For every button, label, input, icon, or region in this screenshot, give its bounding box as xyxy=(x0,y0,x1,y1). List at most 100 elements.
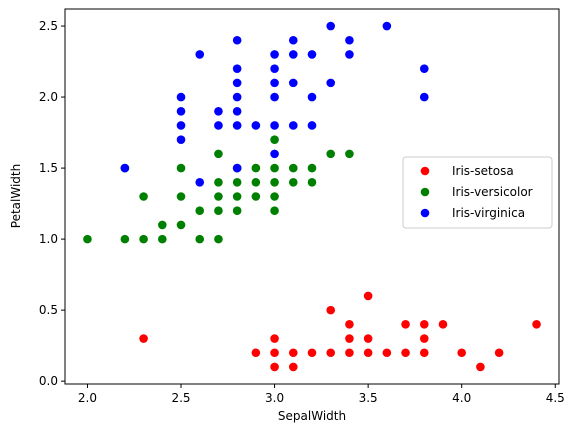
data-point xyxy=(307,50,317,59)
data-point xyxy=(401,320,410,329)
data-point xyxy=(307,348,317,358)
data-point xyxy=(158,234,167,244)
legend-marker xyxy=(420,208,430,218)
data-point xyxy=(345,348,354,358)
data-point xyxy=(419,320,429,329)
data-point xyxy=(270,92,279,102)
data-point xyxy=(288,348,298,358)
data-point xyxy=(494,348,504,358)
x-tick-label: 3.0 xyxy=(265,391,284,405)
data-point xyxy=(270,334,279,343)
data-point xyxy=(195,50,205,59)
data-point xyxy=(270,177,279,187)
data-point xyxy=(270,135,279,144)
x-tick-label: 3.5 xyxy=(359,391,378,405)
data-point xyxy=(345,334,354,343)
legend-marker xyxy=(420,187,430,197)
data-point xyxy=(270,50,279,59)
data-point xyxy=(288,50,298,59)
data-point xyxy=(382,21,392,31)
plot-frame xyxy=(64,8,560,385)
data-point xyxy=(382,348,392,358)
data-point xyxy=(232,35,242,45)
data-point xyxy=(270,121,279,130)
data-point xyxy=(120,163,130,173)
data-point xyxy=(326,21,336,31)
data-point xyxy=(214,206,223,216)
data-point xyxy=(307,121,317,130)
data-point xyxy=(476,362,485,372)
y-tick-label: 1.5 xyxy=(39,161,58,175)
data-point xyxy=(419,64,429,73)
data-point xyxy=(176,106,186,116)
legend: Iris-setosa Iris-versicolor Iris-virginica xyxy=(402,156,553,229)
data-point xyxy=(419,348,429,358)
legend-box xyxy=(402,156,553,229)
y-axis: 0.0 0.5 1.0 1.5 2.0 2.5 xyxy=(39,19,65,388)
data-point xyxy=(345,320,354,329)
data-point xyxy=(345,50,354,59)
data-point xyxy=(326,78,336,88)
y-tick-label: 2.5 xyxy=(39,19,58,33)
data-point xyxy=(195,177,205,187)
data-point xyxy=(232,78,242,88)
x-axis: 2.0 2.5 3.0 3.5 4.0 4.5 xyxy=(78,384,565,405)
x-tick-label: 2.0 xyxy=(78,391,97,405)
data-point xyxy=(232,177,242,187)
data-point xyxy=(270,348,279,358)
data-point xyxy=(232,163,242,173)
data-point xyxy=(176,163,186,173)
data-point xyxy=(251,177,261,187)
data-point xyxy=(251,192,261,201)
data-point xyxy=(419,92,429,102)
data-point xyxy=(139,192,148,201)
data-point xyxy=(345,149,354,159)
x-tick-label: 4.5 xyxy=(546,391,565,405)
x-axis-title: SepalWidth xyxy=(278,409,346,423)
data-point xyxy=(326,348,336,358)
data-point xyxy=(214,192,223,201)
data-point xyxy=(232,106,242,116)
legend-label: Iris-virginica xyxy=(452,206,525,220)
data-point xyxy=(401,348,410,358)
data-point xyxy=(195,206,205,216)
data-point xyxy=(288,35,298,45)
data-point xyxy=(270,149,279,159)
data-point xyxy=(214,121,223,130)
data-point xyxy=(176,121,186,130)
x-tick-label: 4.0 xyxy=(452,391,471,405)
data-point xyxy=(270,206,279,216)
data-point xyxy=(326,149,336,159)
data-point xyxy=(251,348,261,358)
data-point xyxy=(232,121,242,130)
data-point xyxy=(288,78,298,88)
data-point xyxy=(363,348,373,358)
data-point xyxy=(232,192,242,201)
data-point xyxy=(270,362,279,372)
data-point xyxy=(214,106,223,116)
data-point xyxy=(270,78,279,88)
data-point xyxy=(176,92,186,102)
data-point xyxy=(195,234,205,244)
data-point xyxy=(139,234,148,244)
y-tick-label: 0.0 xyxy=(39,374,58,388)
data-point xyxy=(214,149,223,159)
y-tick-label: 2.0 xyxy=(39,90,58,104)
data-points xyxy=(83,21,541,372)
data-point xyxy=(270,192,279,201)
data-point xyxy=(214,234,223,244)
data-point xyxy=(438,320,448,329)
data-point xyxy=(307,92,317,102)
y-axis-title: PetalWidth xyxy=(9,164,23,228)
data-point xyxy=(176,220,186,230)
data-point xyxy=(270,64,279,73)
data-point xyxy=(532,320,541,329)
data-point xyxy=(419,334,429,343)
data-point xyxy=(307,163,317,173)
legend-label: Iris-versicolor xyxy=(452,185,533,199)
data-point xyxy=(83,234,92,244)
data-point xyxy=(139,334,148,343)
data-point xyxy=(288,163,298,173)
data-point xyxy=(251,163,261,173)
